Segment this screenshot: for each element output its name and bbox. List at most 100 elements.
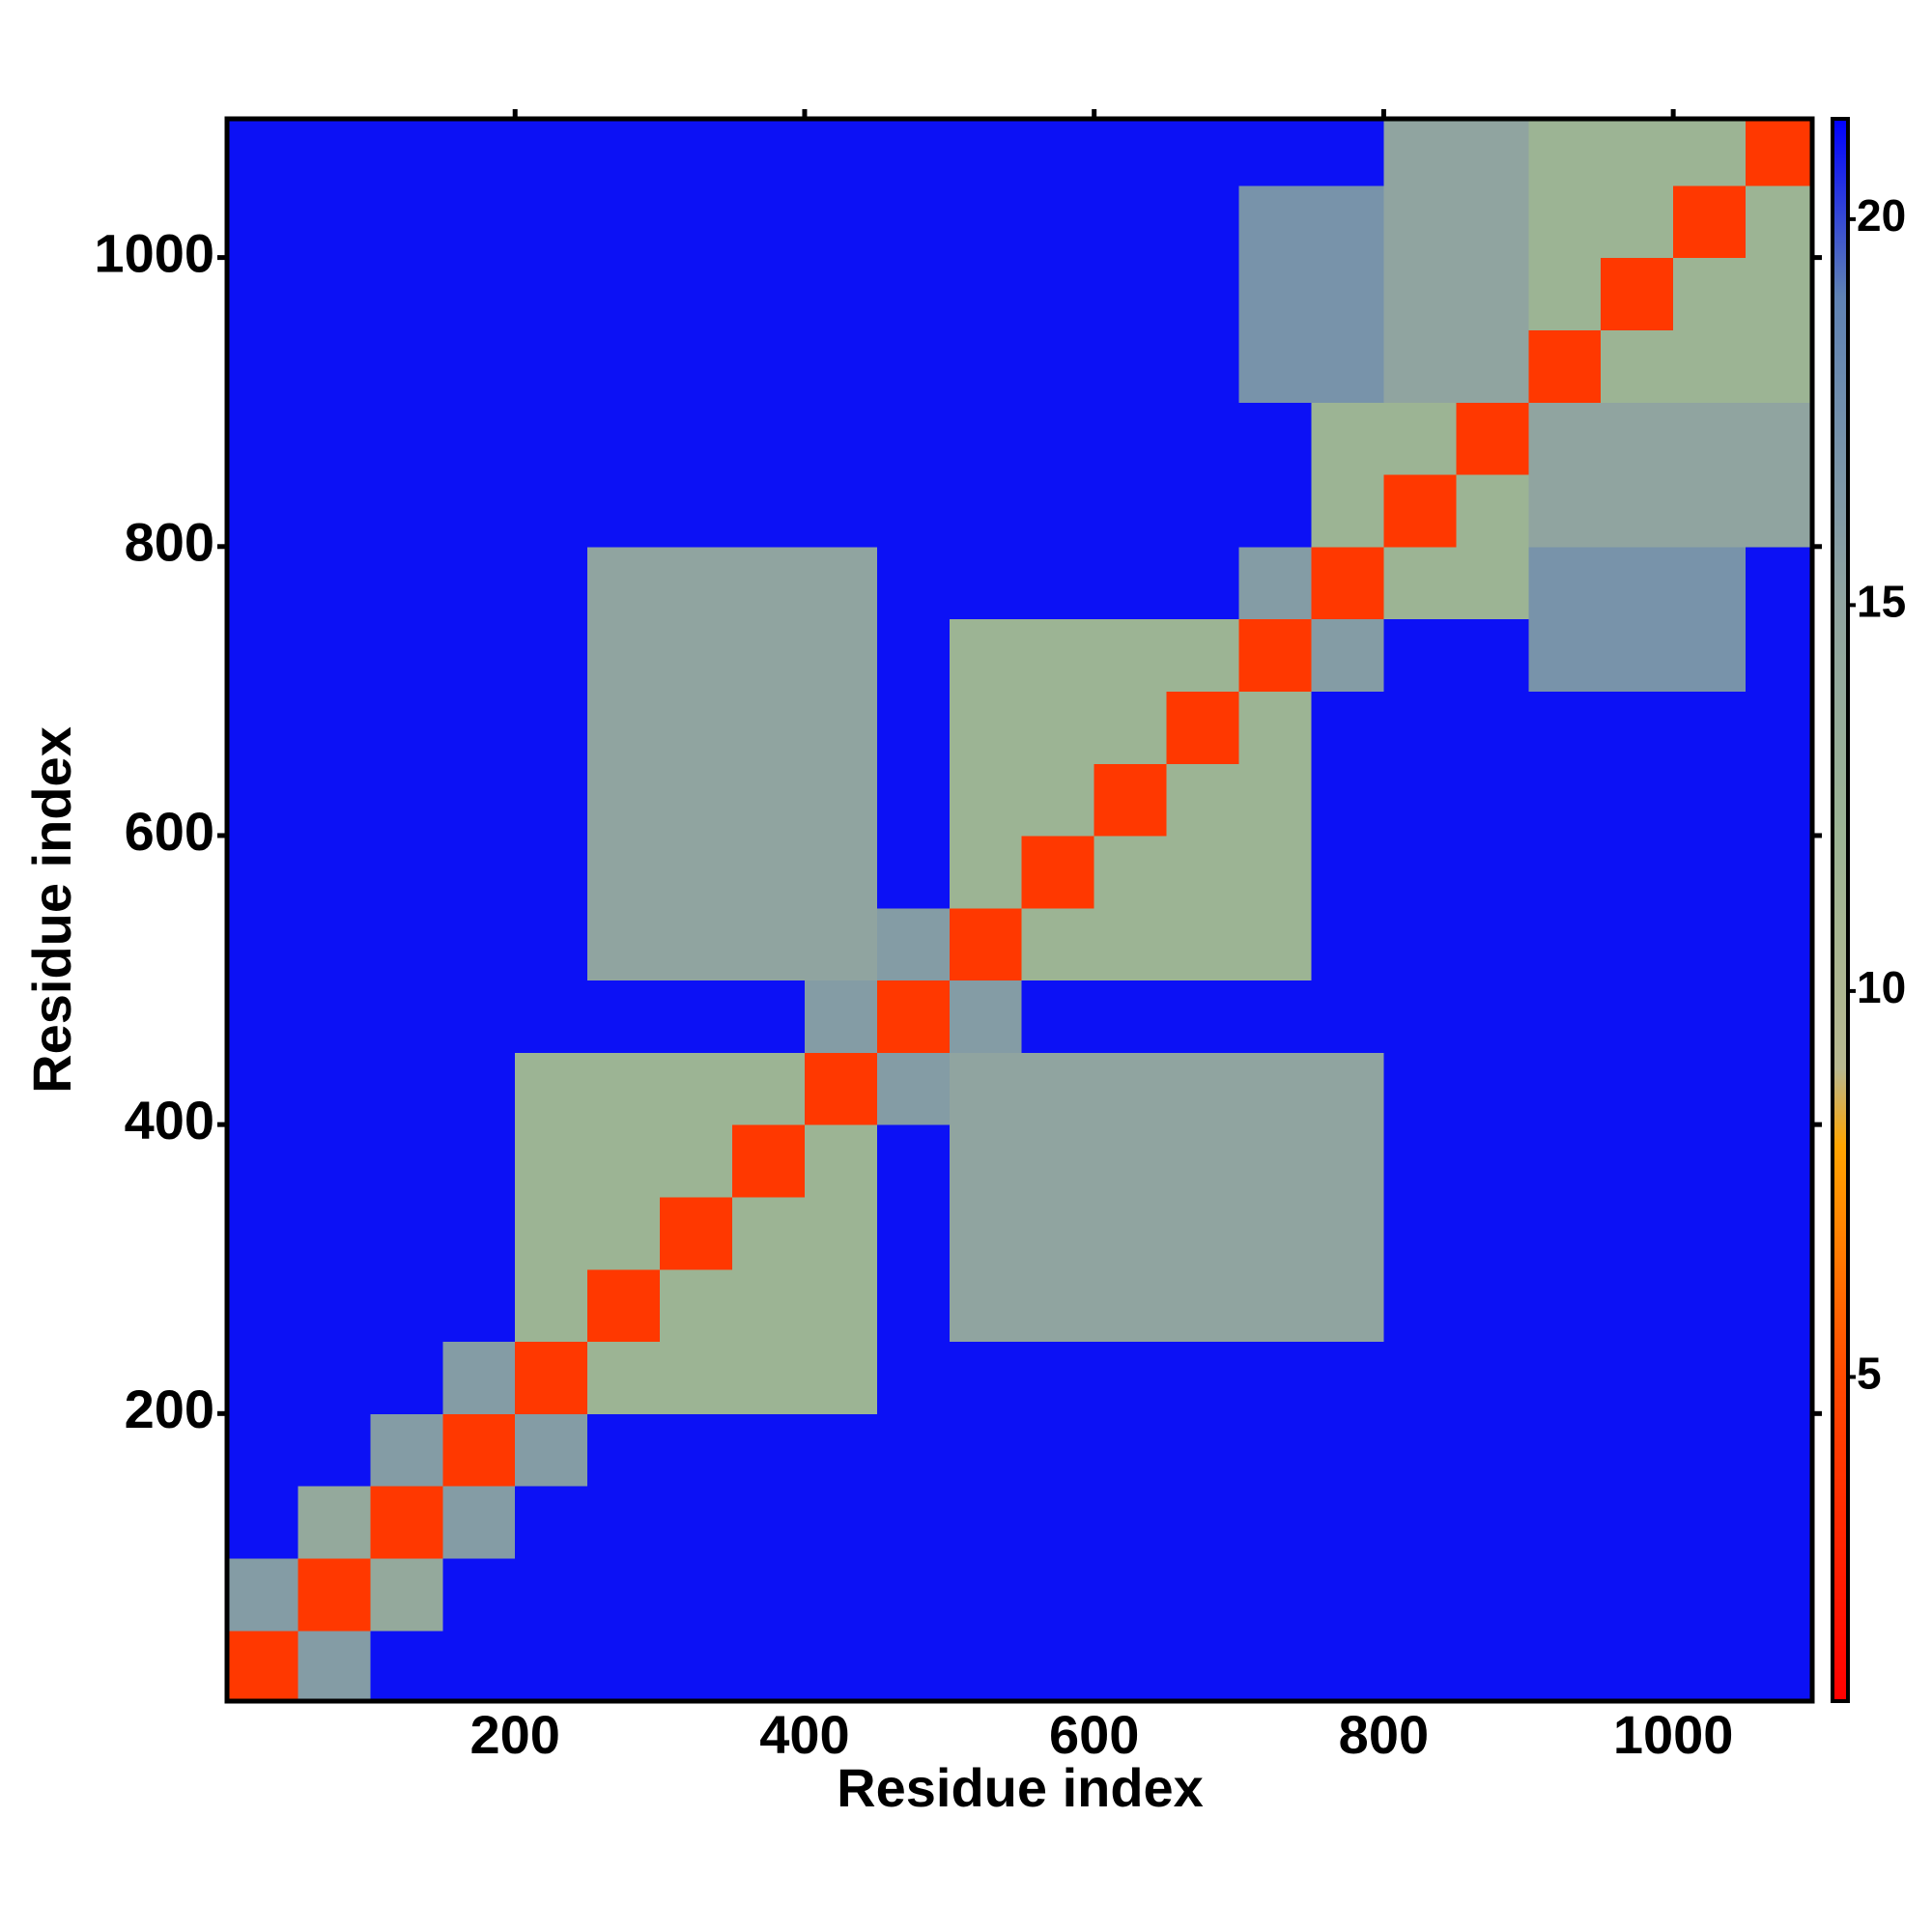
heatmap-cell <box>1383 1413 1457 1487</box>
heatmap-cell <box>370 1630 443 1701</box>
heatmap-cells <box>227 119 1812 1701</box>
heatmap-cell <box>515 119 588 186</box>
heatmap-cell <box>732 835 806 909</box>
heatmap-cell <box>1746 1486 1812 1559</box>
heatmap-cell <box>1601 835 1674 909</box>
heatmap-cell <box>442 1124 516 1198</box>
heatmap-cell <box>1021 691 1095 764</box>
heatmap-cell <box>1094 618 1168 692</box>
heatmap-cell <box>876 1196 951 1270</box>
heatmap-cell <box>1746 257 1812 330</box>
heatmap-cell <box>876 1557 951 1632</box>
heatmap-cell <box>442 329 516 403</box>
heatmap-cell <box>876 546 951 620</box>
heatmap-cell <box>1601 1196 1674 1270</box>
heatmap-cell <box>660 119 733 186</box>
colorbar <box>1831 117 1850 1703</box>
heatmap-cell <box>1094 907 1168 981</box>
heatmap-cell <box>1673 546 1747 620</box>
heatmap-cell <box>1673 1268 1747 1343</box>
heatmap-cell <box>1021 1557 1095 1632</box>
heatmap-cell <box>587 1341 661 1414</box>
heatmap-cell <box>1166 691 1240 764</box>
heatmap-cell <box>1528 618 1602 692</box>
heatmap-cell <box>1528 1124 1602 1198</box>
heatmap-cell <box>515 546 588 620</box>
heatmap-cell <box>804 257 878 330</box>
heatmap-cell <box>660 835 733 909</box>
heatmap-cell <box>804 1630 878 1701</box>
heatmap-cell <box>1311 402 1385 475</box>
heatmap-cell <box>1673 763 1747 837</box>
heatmap-cell <box>442 980 516 1053</box>
heatmap-cell <box>370 691 443 764</box>
heatmap-cell <box>1166 1630 1240 1701</box>
heatmap-cell <box>227 763 299 837</box>
heatmap-cell <box>1311 907 1385 981</box>
heatmap-cell <box>1094 119 1168 186</box>
heatmap-cell <box>804 1268 878 1343</box>
heatmap-cell <box>1456 1486 1529 1559</box>
heatmap-cell <box>1383 546 1457 620</box>
heatmap-cell <box>370 1486 443 1559</box>
heatmap-cell <box>442 691 516 764</box>
heatmap-cell <box>1021 1268 1095 1343</box>
heatmap-cell <box>732 257 806 330</box>
heatmap-cell <box>1601 1413 1674 1487</box>
heatmap-cell <box>1021 546 1095 620</box>
heatmap-cell <box>442 835 516 909</box>
heatmap-cell <box>587 257 661 330</box>
colorbar-tick-label: 5 <box>1857 1349 1882 1399</box>
heatmap-cell <box>298 1268 371 1343</box>
colorbar-tick-label: 10 <box>1857 962 1906 1012</box>
heatmap-cell <box>804 1124 878 1198</box>
heatmap-cell <box>660 618 733 692</box>
heatmap-cell <box>949 546 1023 620</box>
heatmap-cell <box>298 119 371 186</box>
heatmap-cell <box>298 1052 371 1125</box>
heatmap-cell <box>1311 835 1385 909</box>
heatmap-cell <box>1311 1124 1385 1198</box>
heatmap-cell <box>1166 618 1240 692</box>
heatmap-cell <box>1383 119 1457 186</box>
heatmap-cell <box>1746 980 1812 1053</box>
x-tick-label: 400 <box>759 1704 849 1765</box>
heatmap-cell <box>442 1413 516 1487</box>
heatmap-cell <box>1166 257 1240 330</box>
heatmap-cell <box>949 402 1023 475</box>
heatmap-cell <box>442 257 516 330</box>
heatmap-cell <box>732 329 806 403</box>
heatmap-cell <box>1456 1557 1529 1632</box>
heatmap-cell <box>949 980 1023 1053</box>
heatmap-cell <box>1746 1630 1812 1701</box>
heatmap-cell <box>949 1268 1023 1343</box>
heatmap-cell <box>515 763 588 837</box>
heatmap-cell <box>1746 618 1812 692</box>
heatmap-cell <box>1746 691 1812 764</box>
heatmap-cell <box>227 546 299 620</box>
heatmap-cell <box>876 1268 951 1343</box>
heatmap-cell <box>660 1557 733 1632</box>
heatmap-cell <box>732 546 806 620</box>
heatmap-cell <box>515 1268 588 1343</box>
heatmap-cell <box>660 185 733 259</box>
heatmap-cell <box>1528 1341 1602 1414</box>
heatmap-cell <box>660 763 733 837</box>
heatmap-cell <box>370 907 443 981</box>
heatmap-cell <box>1383 473 1457 548</box>
heatmap-cell <box>1601 402 1674 475</box>
heatmap-cell <box>660 257 733 330</box>
heatmap-cell <box>1383 1630 1457 1701</box>
heatmap-cell <box>1456 980 1529 1053</box>
y-tick-label: 400 <box>125 1090 214 1151</box>
heatmap-cell <box>587 329 661 403</box>
y-tick-label: 200 <box>125 1378 214 1439</box>
heatmap-cell <box>1456 1124 1529 1198</box>
heatmap-cell <box>298 1557 371 1632</box>
x-axis-title: Residue index <box>837 1757 1204 1818</box>
heatmap-cell <box>1311 763 1385 837</box>
heatmap-cell <box>442 618 516 692</box>
heatmap-cell <box>876 980 951 1053</box>
heatmap-cell <box>804 546 878 620</box>
